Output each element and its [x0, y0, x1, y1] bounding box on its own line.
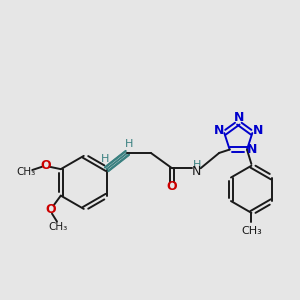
- Text: O: O: [40, 159, 51, 172]
- Text: N: N: [247, 143, 257, 156]
- Text: CH₃: CH₃: [17, 167, 36, 177]
- Text: H: H: [193, 160, 201, 170]
- Text: O: O: [45, 203, 56, 216]
- Text: N: N: [214, 124, 224, 137]
- Text: N: N: [234, 111, 244, 124]
- Text: O: O: [167, 180, 177, 193]
- Text: N: N: [252, 124, 263, 137]
- Text: CH₃: CH₃: [241, 226, 262, 236]
- Text: N: N: [191, 165, 201, 178]
- Text: H: H: [124, 139, 133, 148]
- Text: CH₃: CH₃: [49, 222, 68, 232]
- Text: H: H: [101, 154, 110, 164]
